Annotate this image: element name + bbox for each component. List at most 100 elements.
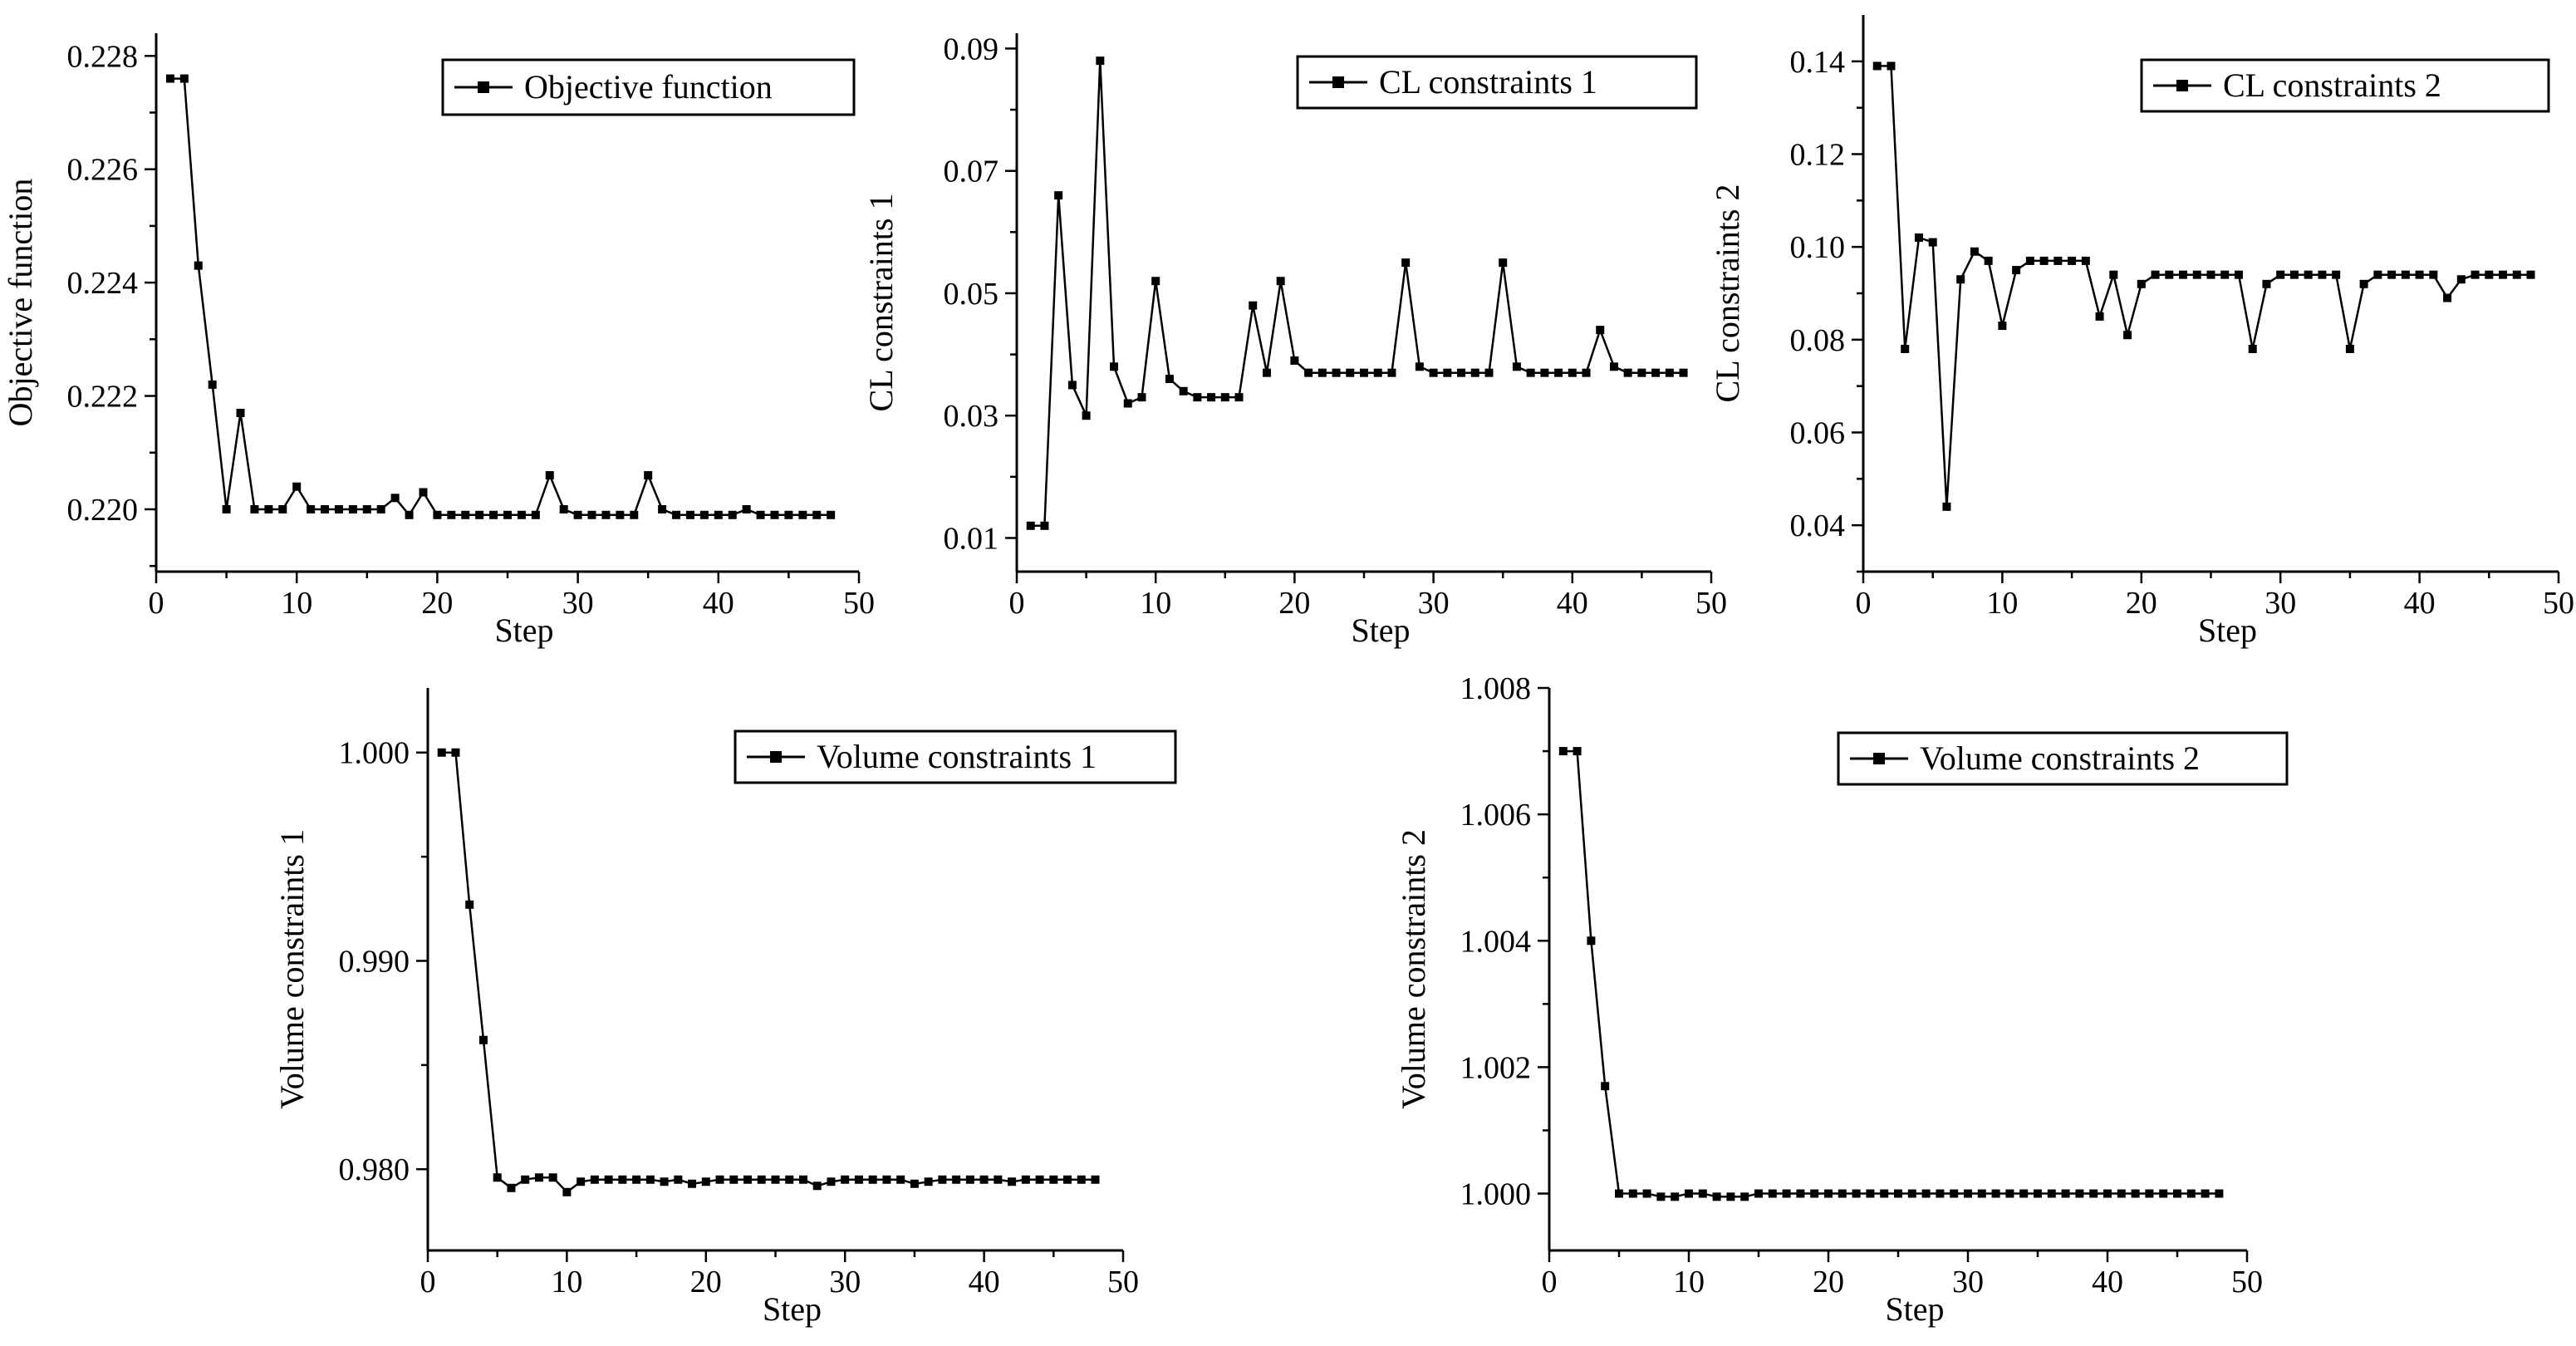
data-point xyxy=(1651,368,1661,377)
data-point xyxy=(461,510,470,519)
data-point xyxy=(1568,368,1577,377)
x-tick-label: 30 xyxy=(562,586,594,621)
y-axis-label: Volume constraints 1 xyxy=(273,829,311,1109)
y-tick-label: 1.000 xyxy=(339,736,410,771)
data-point xyxy=(534,1173,543,1182)
data-point xyxy=(699,510,709,519)
data-point xyxy=(1679,368,1688,377)
y-tick-label: 1.006 xyxy=(1460,798,1532,833)
data-point xyxy=(1642,1189,1651,1198)
data-point xyxy=(419,488,428,497)
data-point xyxy=(405,510,414,519)
chart-volume-constraints-1: 0 10 20 30 40 50 0.980 0.990 1.000 Step Volume con… xyxy=(273,688,1177,1328)
data-point xyxy=(854,1175,863,1184)
data-point xyxy=(548,1173,557,1182)
data-point xyxy=(1123,399,1132,408)
x-tick-label: 50 xyxy=(1107,1265,1139,1299)
y-tick-label: 0.980 xyxy=(339,1152,410,1187)
data-point xyxy=(715,1175,724,1184)
legend-marker xyxy=(478,81,489,93)
x-axis-label: Step xyxy=(494,612,553,649)
data-point xyxy=(1332,368,1341,377)
data-point xyxy=(743,1175,753,1184)
x-tick-label: 40 xyxy=(969,1265,1000,1299)
x-tick-label: 40 xyxy=(703,586,734,621)
data-point xyxy=(2068,256,2077,265)
legend: Volume constraints 1 xyxy=(734,729,1177,784)
data-point xyxy=(503,510,512,519)
data-point xyxy=(165,74,174,83)
series-line xyxy=(1877,65,2531,507)
data-point xyxy=(1998,322,2007,331)
data-point xyxy=(742,504,751,513)
y-tick-label: 0.09 xyxy=(944,32,999,66)
data-point xyxy=(1110,362,1119,371)
data-point xyxy=(1796,1189,1805,1198)
x-tick-label: 40 xyxy=(1557,586,1588,621)
data-point xyxy=(1387,368,1396,377)
data-point xyxy=(2443,293,2452,302)
data-point xyxy=(2526,270,2535,279)
data-point xyxy=(827,510,836,519)
y-tick-label: 1.000 xyxy=(1460,1177,1532,1212)
data-point xyxy=(2047,1189,2056,1198)
chart-volume-constraints-2: 0 10 20 30 40 50 1.000 1.002 1.004 1.006 1.008 Step… xyxy=(1395,671,2289,1328)
data-point xyxy=(433,510,442,519)
data-point xyxy=(2039,256,2049,265)
data-point xyxy=(1554,368,1563,377)
data-point xyxy=(236,409,245,418)
data-point xyxy=(2137,279,2146,288)
data-point xyxy=(1457,368,1466,377)
data-point xyxy=(1063,1175,1072,1184)
legend-label: Objective function xyxy=(524,68,773,106)
data-point xyxy=(1928,238,1937,247)
data-point xyxy=(521,1175,530,1184)
data-point xyxy=(2415,270,2424,279)
data-point xyxy=(559,504,568,513)
x-tick-label: 20 xyxy=(690,1265,722,1299)
data-point xyxy=(250,504,259,513)
data-point xyxy=(827,1177,836,1186)
legend: CL constraints 2 xyxy=(2140,58,2550,113)
x-tick-label: 40 xyxy=(2092,1265,2123,1299)
data-point xyxy=(208,380,217,389)
data-point xyxy=(1977,1189,1986,1198)
y-tick-label: 0.228 xyxy=(67,39,139,74)
data-point xyxy=(447,510,456,519)
data-point xyxy=(1921,1189,1931,1198)
data-point xyxy=(2005,1189,2014,1198)
data-point xyxy=(1587,936,1596,946)
data-point xyxy=(1558,747,1568,756)
x-tick-label: 20 xyxy=(421,586,453,621)
data-point xyxy=(1740,1192,1749,1201)
legend: Objective function xyxy=(441,58,856,116)
data-point xyxy=(1914,233,1923,242)
y-tick-label: 0.01 xyxy=(944,522,999,557)
x-tick-label: 0 xyxy=(1542,1265,1558,1299)
data-point xyxy=(2471,270,2480,279)
y-tick-label: 0.03 xyxy=(944,399,999,434)
x-axis-label: Step xyxy=(1351,612,1410,649)
data-point xyxy=(264,504,273,513)
data-point xyxy=(437,748,446,757)
data-point xyxy=(1685,1189,1693,1198)
data-point xyxy=(938,1175,947,1184)
data-point xyxy=(1991,1189,2000,1198)
data-point xyxy=(2109,270,2118,279)
data-point xyxy=(771,1175,780,1184)
legend-marker xyxy=(770,751,782,763)
data-point xyxy=(1950,1189,1959,1198)
y-axis-label: CL constraints 2 xyxy=(1709,184,1746,403)
data-point xyxy=(1866,1189,1875,1198)
data-point xyxy=(1026,521,1035,530)
data-point xyxy=(1484,368,1494,377)
data-point xyxy=(952,1175,961,1184)
x-tick-label: 10 xyxy=(1673,1265,1705,1299)
data-point xyxy=(660,1177,669,1186)
y-tick-label: 1.004 xyxy=(1460,924,1532,959)
data-point xyxy=(390,494,400,503)
chart-objective-function: 0 10 20 30 40 50 0.220 0.222 0.224 0.226 0.228 Step… xyxy=(2,33,875,649)
data-point xyxy=(701,1177,710,1186)
x-tick-label: 30 xyxy=(1952,1265,1984,1299)
data-point xyxy=(2276,270,2285,279)
